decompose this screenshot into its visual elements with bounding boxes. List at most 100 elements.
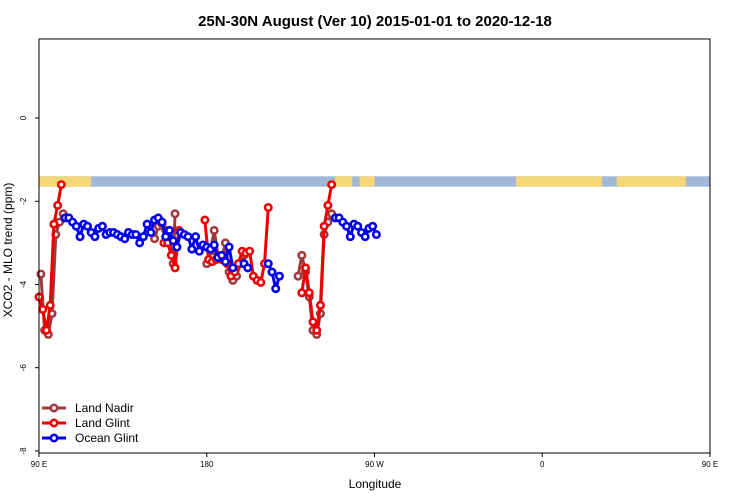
data-point — [263, 203, 273, 213]
x-axis-label: Longitude — [349, 477, 402, 491]
data-point — [245, 246, 255, 256]
y-tick-label: 0 — [19, 115, 28, 120]
x-tick-label: 90 W — [365, 460, 384, 469]
x-tick-label: 90 E — [31, 460, 47, 469]
data-point — [271, 284, 281, 294]
data-point — [164, 225, 174, 235]
y-tick-label: -4 — [19, 280, 28, 288]
data-point — [200, 215, 210, 225]
data-point — [161, 232, 171, 242]
data-point — [274, 271, 284, 281]
series-line-segment — [50, 234, 58, 314]
data-point — [191, 232, 201, 242]
data-point — [82, 221, 92, 231]
data-point — [209, 240, 219, 250]
data-point — [170, 209, 180, 219]
data-point — [56, 180, 66, 190]
land-segment — [335, 176, 353, 187]
data-point — [312, 325, 322, 335]
legend-label: Land Glint — [75, 416, 130, 430]
data-point — [135, 238, 145, 248]
data-point — [166, 250, 176, 260]
y-tick-label: -6 — [19, 364, 28, 372]
chart-title: 25N-30N August (Ver 10) 2015-01-01 to 20… — [198, 13, 552, 30]
data-point — [138, 232, 148, 242]
data-point — [120, 234, 130, 244]
land-ocean-strip — [39, 176, 710, 187]
data-point — [75, 232, 85, 242]
data-point — [323, 200, 333, 210]
y-tick-label: -2 — [19, 197, 28, 205]
data-point — [319, 221, 329, 231]
data-point — [131, 230, 141, 240]
data-point — [368, 221, 378, 231]
x-axis-ticks: 90 E 180 90 W 0 90 E — [31, 453, 718, 469]
land-segment — [359, 176, 375, 187]
data-point — [315, 300, 325, 310]
data-point — [304, 288, 314, 298]
data-point — [187, 244, 197, 254]
data-point — [243, 263, 253, 273]
data-point — [353, 221, 363, 231]
data-point — [168, 236, 178, 246]
data-point — [301, 263, 311, 273]
data-point — [41, 325, 51, 335]
y-axis-ticks: 0 -2 -4 -6 -8 — [19, 115, 39, 454]
data-point — [220, 257, 230, 267]
data-point — [150, 234, 160, 244]
data-point — [263, 259, 273, 269]
data-point — [194, 246, 204, 256]
data-point — [345, 232, 355, 242]
series-line-segment — [263, 207, 270, 264]
data-point — [267, 267, 277, 277]
data-point — [327, 180, 337, 190]
land-segment — [39, 176, 92, 187]
data-point — [97, 221, 107, 231]
series-line-segment — [318, 226, 326, 306]
series-land-glint — [34, 180, 337, 335]
data-point — [71, 221, 81, 231]
data-point — [308, 317, 318, 327]
land-segment — [516, 176, 602, 187]
x-tick-label: 90 E — [702, 460, 718, 469]
land-segment — [616, 176, 686, 187]
data-point — [293, 271, 303, 281]
data-point — [224, 242, 234, 252]
data-point — [297, 250, 307, 260]
data-point — [360, 232, 370, 242]
data-point — [38, 304, 48, 314]
data-point — [371, 230, 381, 240]
data-point — [170, 263, 180, 273]
data-point — [217, 250, 227, 260]
legend-marker — [49, 418, 59, 428]
series-line-segment — [307, 292, 315, 323]
data-point — [142, 219, 152, 229]
legend-marker — [49, 433, 59, 443]
x-tick-label: 180 — [200, 460, 214, 469]
data-point — [90, 232, 100, 242]
data-point — [183, 232, 193, 242]
data-point — [45, 300, 55, 310]
data-point — [209, 225, 219, 235]
series-line-segment — [203, 219, 211, 260]
y-tick-label: -8 — [19, 447, 28, 455]
data-point — [297, 288, 307, 298]
series-line-segment — [48, 224, 56, 306]
data-point — [228, 263, 238, 273]
data-point — [172, 242, 182, 252]
series-layer — [34, 180, 381, 339]
data-point — [49, 219, 59, 229]
legend-marker — [49, 403, 59, 413]
x-tick-label: 0 — [540, 460, 545, 469]
data-point — [53, 200, 63, 210]
data-point — [342, 221, 352, 231]
data-point — [157, 217, 167, 227]
series-ocean-glint — [60, 213, 381, 294]
legend-label: Ocean Glint — [75, 431, 139, 445]
legend-label: Land Nadir — [75, 401, 134, 415]
y-axis-label: XCO2 - MLO trend (ppm) — [1, 183, 15, 318]
data-point — [146, 227, 156, 237]
data-point — [256, 277, 266, 287]
